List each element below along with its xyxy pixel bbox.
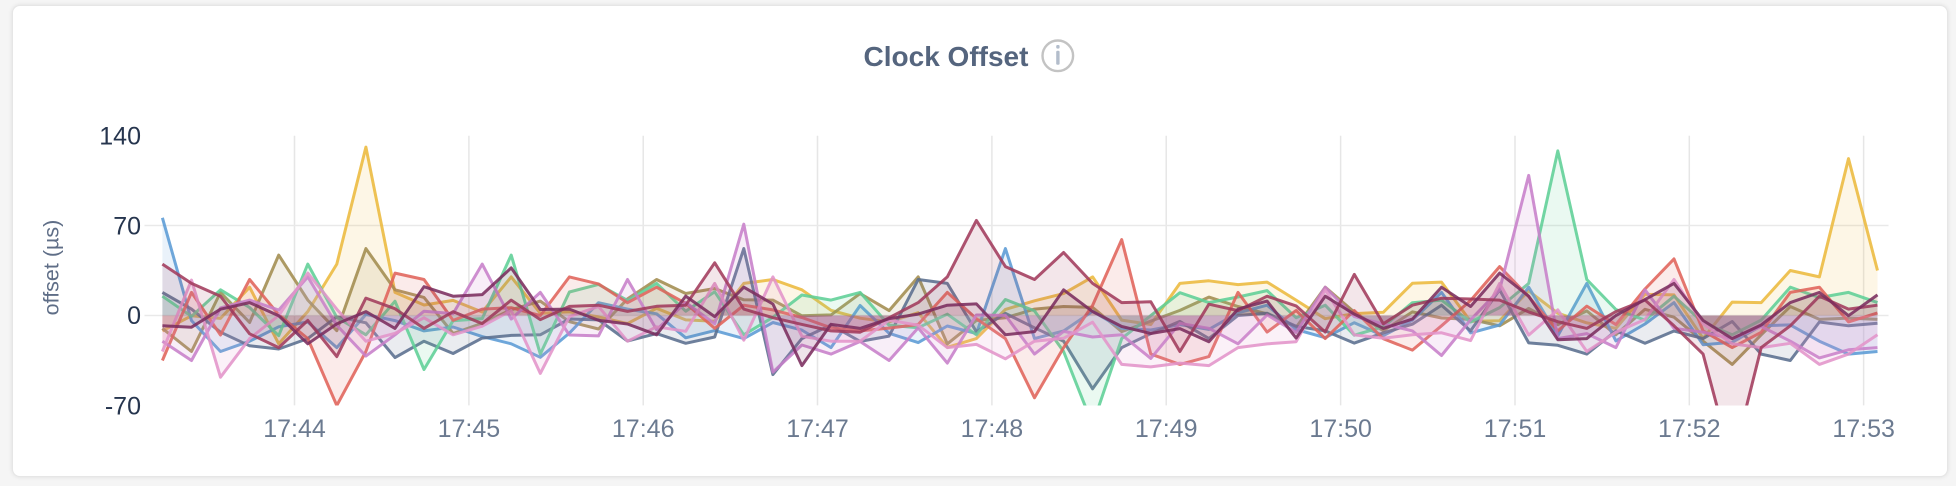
- svg-text:140: 140: [99, 123, 141, 151]
- svg-text:offset (µs): offset (µs): [40, 220, 64, 316]
- svg-text:-70: -70: [105, 392, 141, 420]
- svg-text:Clock Offset: Clock Offset: [864, 41, 1029, 72]
- svg-text:70: 70: [113, 213, 141, 241]
- svg-text:17:47: 17:47: [786, 415, 849, 443]
- svg-text:17:53: 17:53: [1832, 415, 1895, 443]
- svg-text:17:46: 17:46: [612, 415, 675, 443]
- svg-text:17:49: 17:49: [1135, 415, 1198, 443]
- svg-text:17:51: 17:51: [1484, 415, 1547, 443]
- svg-text:0: 0: [127, 302, 141, 330]
- svg-text:17:48: 17:48: [961, 415, 1024, 443]
- svg-text:17:44: 17:44: [263, 415, 326, 443]
- svg-text:17:45: 17:45: [438, 415, 501, 443]
- svg-text:17:52: 17:52: [1658, 415, 1721, 443]
- svg-text:17:50: 17:50: [1309, 415, 1372, 443]
